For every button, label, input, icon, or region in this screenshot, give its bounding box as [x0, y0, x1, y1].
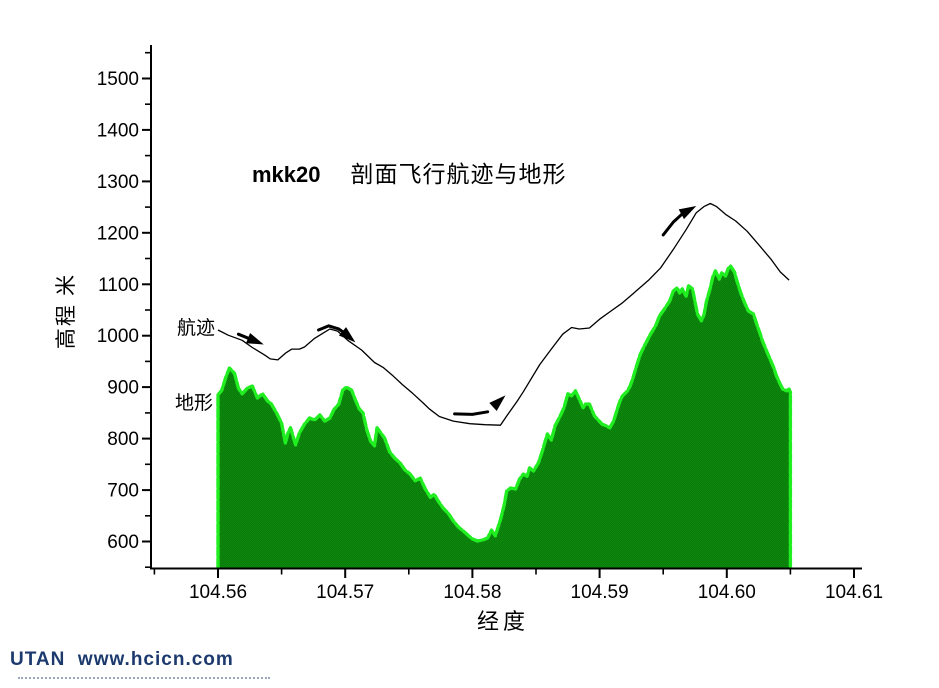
- y-tick-label: 1500: [97, 69, 139, 90]
- x-tick-label: 104.59: [571, 582, 629, 603]
- y-tick-label: 600: [107, 532, 139, 553]
- flight-direction-arrow-head: [338, 327, 356, 343]
- x-tick-label: 104.57: [316, 582, 374, 603]
- chart-title: mkk20 剖面飞行航迹与地形: [252, 155, 567, 189]
- x-tick-label: 104.56: [189, 582, 247, 603]
- flight-path-label: 航迹: [177, 318, 216, 339]
- chart-title-prefix: mkk20: [252, 162, 321, 187]
- y-axis-title: 高程 米: [54, 272, 78, 350]
- x-tick-label: 104.60: [698, 582, 756, 603]
- y-tick-label: 900: [107, 378, 139, 399]
- x-tick-label: 104.58: [443, 582, 501, 603]
- terrain-label: 地形: [175, 393, 214, 414]
- y-tick-label: 700: [107, 481, 139, 502]
- y-tick-label: 800: [107, 429, 139, 450]
- watermark-underline: [18, 677, 270, 679]
- chart-title-text: 剖面飞行航迹与地形: [350, 162, 567, 187]
- y-tick-label: 1200: [97, 223, 139, 244]
- x-tick-label: 104.61: [825, 582, 883, 603]
- flight-direction-arrow-head: [489, 395, 506, 411]
- y-tick-label: 1000: [97, 326, 139, 347]
- flight-direction-arrow-head: [678, 206, 697, 220]
- watermark-text: UTAN www.hcicn.com: [10, 649, 234, 670]
- terrain-edge: [216, 264, 793, 570]
- flight-path-line: [217, 202, 790, 426]
- y-tick-label: 1300: [97, 172, 139, 193]
- flight-direction-arrow-tail: [453, 410, 490, 416]
- flight-direction-arrow-tail: [317, 324, 347, 336]
- y-tick-label: 1400: [97, 120, 139, 141]
- y-tick-label: 1100: [98, 275, 139, 296]
- flight-direction-arrow-tail: [661, 212, 684, 237]
- x-axis-title: 经度: [476, 609, 529, 634]
- flight-direction-arrow-head: [246, 333, 264, 345]
